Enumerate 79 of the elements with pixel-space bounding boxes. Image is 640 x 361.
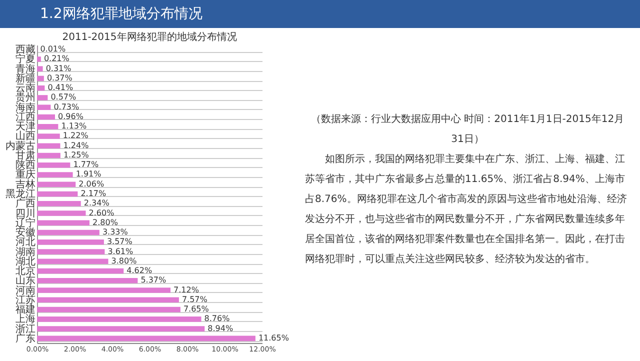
data-label: 1.24%	[63, 140, 90, 150]
data-label: 1.22%	[62, 131, 89, 140]
y-tick-label: 内蒙古	[6, 140, 36, 152]
data-label: 2.80%	[92, 218, 118, 227]
y-tick-label: 四川	[16, 207, 36, 220]
data-label: 2.06%	[78, 179, 104, 188]
data-label: 2.17%	[80, 189, 106, 198]
y-tick-label: 甘肃	[16, 149, 36, 162]
bar	[37, 134, 60, 139]
chart-subtitle: 2011-2015年网络犯罪的地域分布情况	[62, 31, 237, 44]
bar	[37, 56, 41, 62]
bar	[37, 182, 76, 188]
y-tick-label: 黑龙江	[6, 188, 36, 200]
y-tick-label: 海南	[16, 101, 36, 114]
bar	[37, 85, 45, 91]
data-label: 0.41%	[48, 83, 74, 92]
bar	[37, 306, 180, 312]
data-label: 2.34%	[84, 198, 110, 208]
data-label: 4.62%	[126, 266, 152, 276]
data-label: 7.12%	[174, 285, 200, 294]
bar	[37, 210, 86, 216]
bar	[37, 76, 44, 82]
bar	[37, 239, 104, 245]
y-tick-label: 青海	[16, 62, 36, 75]
y-tick-label: 广东	[16, 332, 36, 344]
bar	[37, 268, 124, 274]
bar	[37, 288, 170, 293]
data-label: 3.61%	[108, 246, 134, 256]
bar	[37, 326, 205, 332]
chart-title: 1.2网络犯罪地域分布情况	[0, 0, 640, 28]
bar	[37, 143, 60, 149]
data-label: 1.25%	[63, 150, 90, 160]
bar	[37, 66, 43, 72]
y-tick-label: 新疆	[16, 72, 36, 84]
bar	[37, 200, 81, 206]
data-label: 3.80%	[111, 256, 138, 266]
bar	[37, 95, 48, 100]
data-label: 0.01%	[40, 44, 66, 54]
bar	[37, 124, 58, 130]
y-tick-label: 吉林	[16, 178, 36, 190]
bar	[37, 316, 202, 322]
y-tick-label: 湖北	[16, 255, 36, 268]
bar	[37, 230, 100, 236]
data-label: 8.76%	[204, 314, 230, 324]
data-label: 3.33%	[102, 228, 128, 237]
bar	[37, 114, 55, 120]
bar	[37, 258, 108, 264]
data-label: 0.73%	[54, 102, 80, 112]
data-label: 11.65%	[258, 333, 290, 342]
bar	[37, 220, 90, 226]
bar	[37, 297, 179, 303]
data-label: 1.91%	[76, 170, 102, 179]
bar	[37, 152, 60, 158]
bar	[37, 336, 256, 342]
y-tick-label: 江西	[16, 110, 36, 123]
data-label: 8.94%	[208, 324, 234, 333]
data-label: 2.60%	[88, 208, 115, 218]
data-label: 5.37%	[140, 276, 166, 285]
data-label: 7.65%	[183, 304, 210, 314]
bar	[37, 162, 70, 168]
data-label: 7.57%	[182, 294, 208, 304]
data-label: 3.57%	[106, 237, 133, 246]
bar	[37, 278, 138, 284]
y-tick-label: 河南	[16, 284, 36, 296]
text: （数据来源：行业大数据应用中心 时间：2011年1月1日-2015年12月31日）	[310, 112, 626, 147]
bar	[37, 249, 105, 254]
data-label: 0.57%	[50, 92, 76, 102]
bar	[37, 104, 51, 110]
data-label: 1.13%	[61, 122, 87, 131]
bar	[37, 172, 73, 178]
data-label: 0.96%	[58, 112, 84, 121]
bar	[37, 191, 78, 197]
text: 如图所示，我国的网络犯罪主要集中在广东、浙江、上海、福建、江苏等省市，其中广东省最多占总量的11.65%、浙江省占8.94%、上海市占8.76%。网络犯罪在这几个省市高发的原因与这些省市地处沿海、经济发达分不开，也与这些省市的网民数量分不开，广东省网民数量连续多年居全国首位，该省的网络犯罪案件数量也在全国排名第一。因此，在打击网络犯罪时，可以重点关注这些网民较多、经济较为发达的省市。	[305, 152, 628, 267]
data-label: 1.77%	[73, 160, 99, 170]
y-tick-label: 辽宁	[16, 216, 36, 229]
data-label: 0.21%	[44, 54, 70, 64]
data-label: 0.31%	[46, 64, 72, 73]
y-tick-label: 湖南	[16, 246, 36, 258]
data-label: 0.37%	[46, 73, 73, 82]
